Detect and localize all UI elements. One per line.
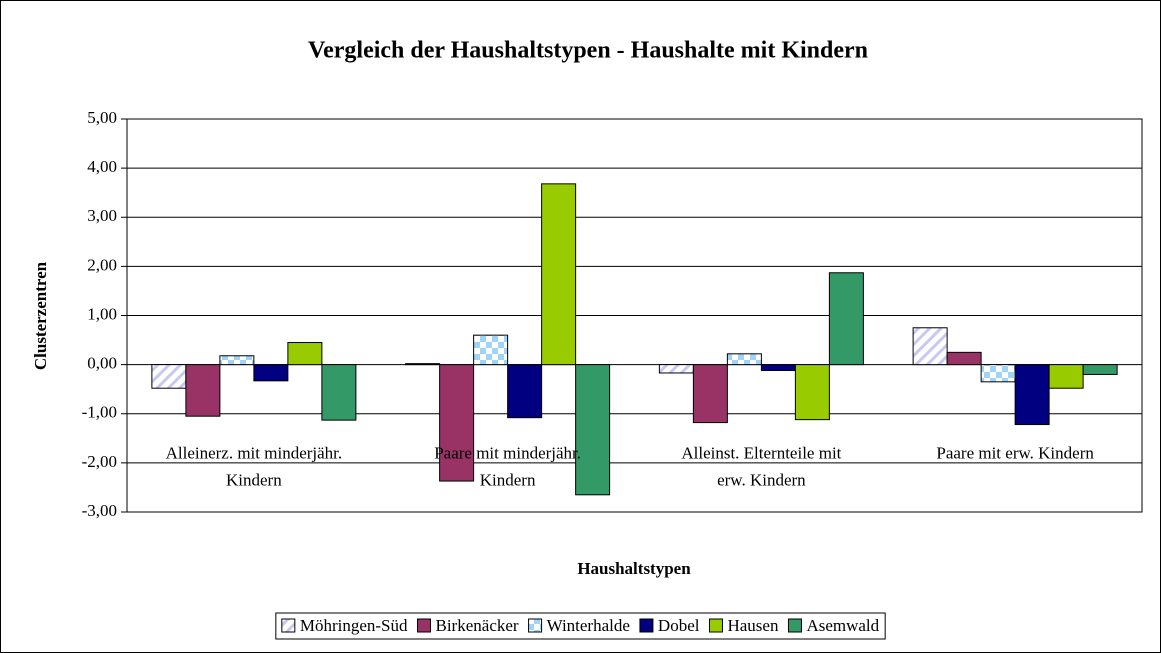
bar xyxy=(507,364,543,419)
legend-swatch xyxy=(417,618,431,633)
bar xyxy=(828,272,864,366)
bar xyxy=(912,327,948,366)
bar xyxy=(946,351,982,366)
bar xyxy=(287,342,323,366)
legend-swatch xyxy=(708,618,723,633)
y-tick-label: 3,00 xyxy=(87,206,117,225)
bar xyxy=(473,334,509,366)
chart-title: Vergleich der Haushaltstypen - Haushalte… xyxy=(308,38,868,64)
x-axis-title: Haushaltstypen xyxy=(577,559,691,578)
y-tick-label: 0,00 xyxy=(87,354,117,373)
x-tick-label: Alleinerz. mit minderjähr. Kindern xyxy=(166,444,343,490)
bar xyxy=(980,364,1016,383)
bar xyxy=(321,364,357,421)
legend-label: Winterhalde xyxy=(547,616,630,635)
x-tick-label: Paare mit minderjähr. Kindern xyxy=(434,444,581,490)
bar xyxy=(760,364,796,372)
bar xyxy=(1082,364,1118,375)
bar xyxy=(1014,364,1050,426)
bar xyxy=(439,364,475,482)
legend-label: Birkenäcker xyxy=(436,616,519,635)
legend-box xyxy=(275,612,886,640)
bar xyxy=(1048,364,1084,389)
legend-label: Dobel xyxy=(658,616,700,635)
bar xyxy=(575,364,611,496)
bar xyxy=(658,364,694,374)
y-tick-label: 1,00 xyxy=(87,304,117,323)
x-tick-label: Paare mit erw. Kindern xyxy=(936,444,1094,463)
legend-label: Asemwald xyxy=(806,616,879,635)
bar xyxy=(692,364,728,424)
bar xyxy=(794,364,830,421)
legend-label: Hausen xyxy=(727,616,778,635)
legend-label: Möhringen-Süd xyxy=(300,616,408,635)
legend-swatch xyxy=(787,618,802,633)
y-tick-label: 2,00 xyxy=(87,255,117,274)
y-tick-label: -1,00 xyxy=(82,403,117,422)
legend-swatch xyxy=(528,618,543,633)
x-tick-label: Alleinst. Elternteile mit erw. Kindern xyxy=(681,444,841,490)
bar xyxy=(253,364,289,382)
y-axis-title: Clusterzentren xyxy=(31,261,50,370)
bar xyxy=(405,363,441,366)
y-tick-label: 4,00 xyxy=(87,157,117,176)
bar xyxy=(726,353,762,366)
legend-swatch xyxy=(639,618,654,633)
y-tick-label: -3,00 xyxy=(82,501,117,520)
bar xyxy=(541,183,577,366)
bar xyxy=(185,364,221,417)
bar xyxy=(151,364,187,389)
y-tick-label: 5,00 xyxy=(87,108,117,127)
legend-swatch xyxy=(281,618,296,633)
y-tick-label: -2,00 xyxy=(82,452,117,471)
bar xyxy=(219,355,255,366)
legend: Möhringen-Süd Birkenäcker Winterhalde Dobel… xyxy=(275,612,886,640)
